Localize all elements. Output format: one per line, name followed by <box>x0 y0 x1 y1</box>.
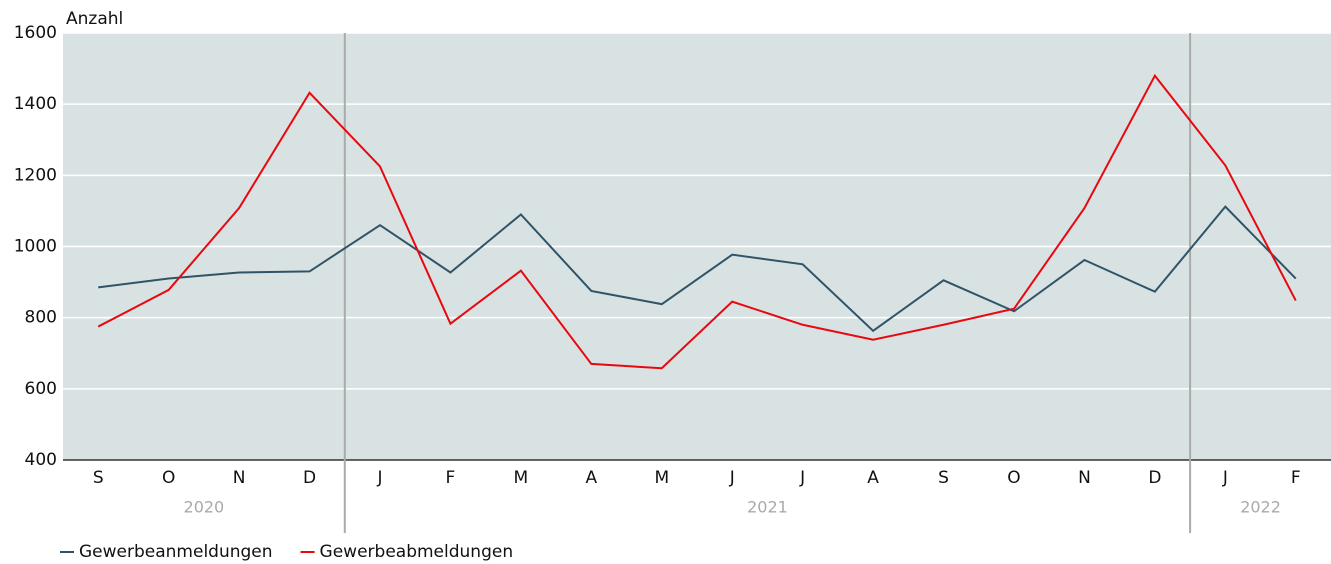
series-line <box>98 205 1297 333</box>
x-tick-label: N <box>233 468 246 488</box>
y-tick-label: 1600 <box>14 23 57 43</box>
y-axis-label: Anzahl <box>66 9 123 29</box>
y-tick-label: 1400 <box>14 94 57 114</box>
x-tick-label: D <box>303 468 316 488</box>
x-tick-label: N <box>1078 468 1091 488</box>
y-tick-label: 400 <box>25 450 57 470</box>
x-tick-label: S <box>93 468 104 488</box>
x-tick-label: A <box>867 468 879 488</box>
y-tick-label: 800 <box>25 308 57 328</box>
series-line <box>97 73 1297 370</box>
x-tick-label: J <box>376 468 382 488</box>
x-tick-label: O <box>1007 468 1020 488</box>
x-tick-label: J <box>799 468 805 488</box>
x-tick-label: F <box>1291 468 1301 488</box>
x-tick-label: J <box>729 468 735 488</box>
x-tick-label: O <box>162 468 175 488</box>
y-tick-label: 600 <box>25 379 57 399</box>
legend-label: Gewerbeabmeldungen <box>320 542 514 562</box>
x-tick-label: D <box>1148 468 1161 488</box>
legend-label: Gewerbeanmeldungen <box>79 542 273 562</box>
year-label: 2022 <box>1240 498 1281 517</box>
x-tick-label: A <box>586 468 598 488</box>
year-label: 2021 <box>747 498 788 517</box>
y-tick-label: 1000 <box>14 237 57 257</box>
x-tick-label: S <box>938 468 949 488</box>
x-tick-label: M <box>514 468 529 488</box>
x-tick-label: J <box>1222 468 1228 488</box>
x-tick-label: F <box>446 468 456 488</box>
x-tick-label: M <box>654 468 669 488</box>
year-label: 2020 <box>184 498 225 517</box>
y-tick-label: 1200 <box>14 165 57 185</box>
